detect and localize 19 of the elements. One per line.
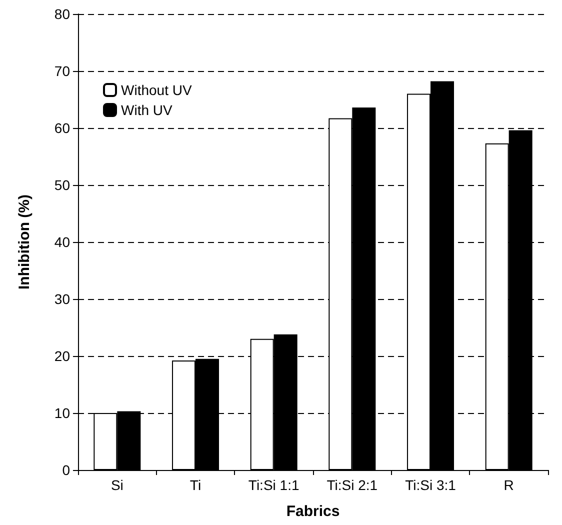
x-axis-title: Fabrics: [286, 503, 340, 520]
y-tick-label: 70: [54, 63, 70, 79]
y-tick-label: 50: [54, 177, 70, 193]
legend-label: Without UV: [121, 82, 192, 98]
y-axis-title: Inhibition (%): [16, 194, 33, 290]
x-tick-label: Si: [110, 477, 124, 493]
legend-label: With UV: [121, 102, 173, 118]
x-tick-label: Ti:Si 3:1: [405, 477, 456, 493]
y-tick-label: 0: [62, 462, 70, 478]
x-tick-label: R: [504, 477, 514, 493]
y-tick-label: 40: [54, 234, 70, 250]
x-tick-label: Ti:Si 2:1: [326, 477, 378, 493]
x-tick-label: Ti:Si 1:1: [248, 477, 300, 493]
y-tick-label: 30: [54, 291, 70, 307]
y-tick-label: 20: [54, 348, 70, 364]
y-tick-label: 60: [54, 120, 70, 136]
x-tick-label: Ti: [190, 477, 202, 493]
y-tick-label: 80: [54, 6, 70, 22]
y-tick-label: 10: [54, 405, 70, 421]
